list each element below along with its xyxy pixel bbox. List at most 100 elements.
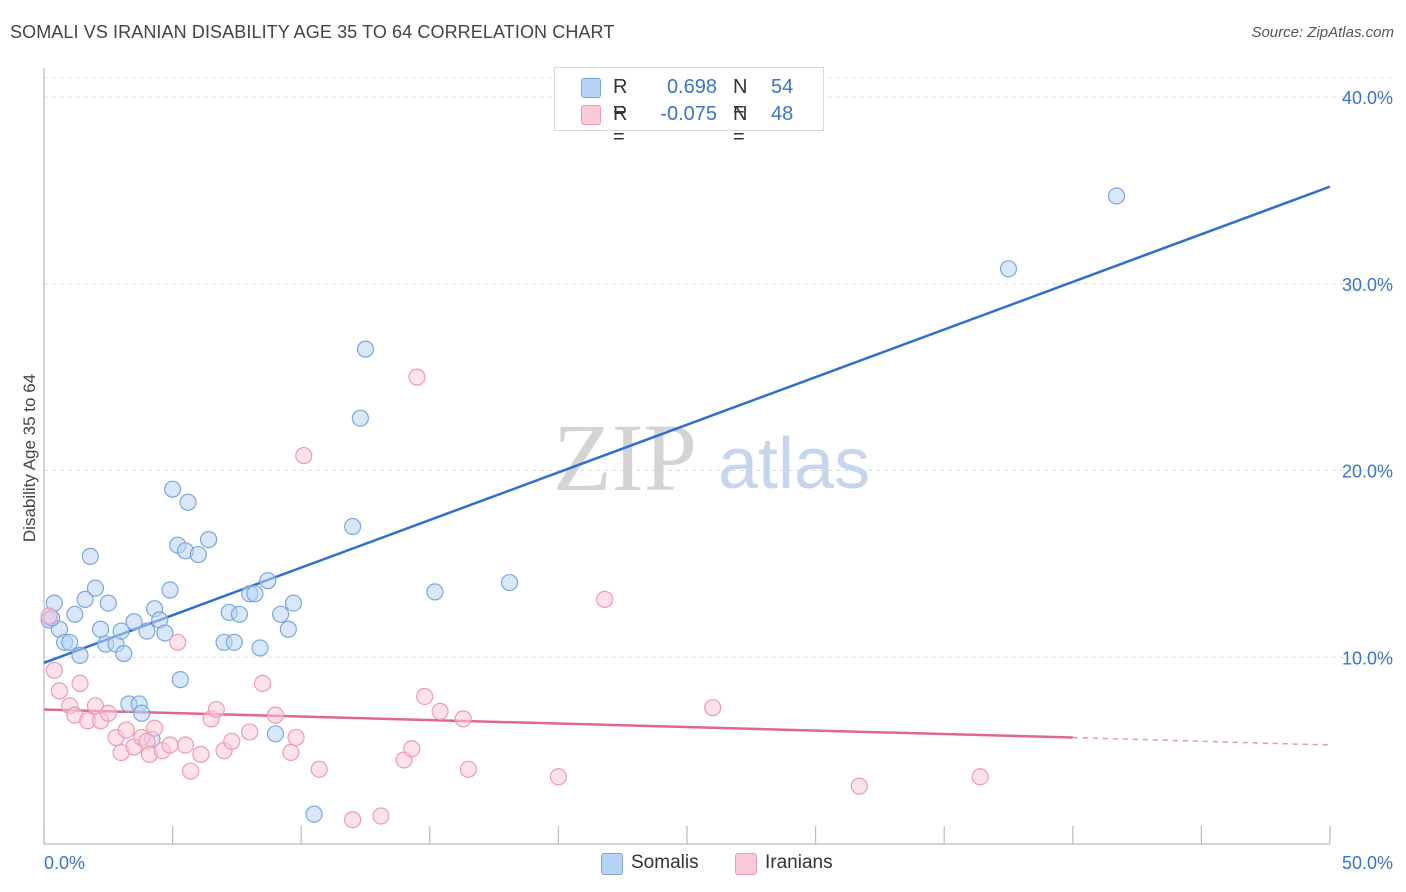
- r-value: 0.698: [666, 76, 717, 98]
- point-somalis: [164, 480, 182, 498]
- point-iranians: [287, 728, 305, 747]
- point-iranians: [99, 704, 117, 722]
- point-somalis: [81, 547, 99, 566]
- point-somalis: [161, 581, 179, 599]
- point-iranians: [182, 762, 200, 780]
- point-somalis: [171, 671, 189, 689]
- watermark-zip: ZIP: [553, 404, 697, 511]
- point-iranians: [596, 590, 614, 608]
- legend-swatch-somalis: [601, 853, 623, 875]
- point-somalis: [200, 530, 218, 549]
- point-iranians: [45, 661, 63, 679]
- point-iranians: [459, 760, 477, 778]
- point-somalis: [230, 605, 249, 623]
- trend-line-iranians: [43, 708, 1073, 739]
- grid-lines: [44, 77, 1395, 658]
- watermark: ZIP atlas: [553, 404, 870, 511]
- point-iranians: [176, 736, 195, 754]
- y-tick-labels: 10.0% 20.0% 30.0% 40.0%: [1342, 88, 1393, 668]
- point-somalis: [71, 646, 89, 664]
- y-tick-label: 20.0%: [1342, 462, 1393, 482]
- point-iranians: [454, 710, 472, 728]
- r-label: R =: [613, 76, 628, 121]
- data-points: [40, 187, 1126, 829]
- point-somalis: [259, 572, 277, 590]
- point-somalis: [91, 620, 110, 638]
- point-somalis: [305, 805, 323, 823]
- point-somalis: [133, 704, 151, 722]
- point-somalis: [189, 545, 207, 564]
- series-legend: Somalis Iranians: [0, 852, 1406, 878]
- point-iranians: [704, 699, 722, 717]
- point-somalis: [999, 260, 1018, 278]
- trend-line-dashed-iranians: [1072, 736, 1331, 746]
- watermark-atlas: atlas: [718, 424, 870, 504]
- point-somalis: [61, 633, 79, 651]
- legend-label-iranians: Iranians: [765, 852, 833, 873]
- x-tick-labels: 0.0% 50.0%: [44, 853, 1393, 873]
- point-somalis: [279, 620, 297, 638]
- point-iranians: [192, 745, 210, 763]
- point-somalis: [356, 340, 375, 358]
- point-iranians: [241, 723, 259, 741]
- y-axis-label: Disability Age 35 to 64: [20, 374, 39, 542]
- point-iranians: [431, 702, 449, 721]
- y-tick-label: 10.0%: [1342, 648, 1393, 668]
- point-iranians: [372, 807, 390, 825]
- point-iranians: [145, 719, 164, 737]
- point-iranians: [207, 700, 225, 719]
- point-somalis: [272, 605, 290, 623]
- point-iranians: [266, 706, 285, 724]
- n-value: 48: [771, 103, 794, 125]
- point-somalis: [125, 613, 143, 631]
- n-value: 54: [771, 76, 794, 98]
- point-iranians: [161, 736, 179, 754]
- point-iranians: [282, 743, 300, 762]
- point-somalis: [156, 624, 174, 642]
- point-iranians: [344, 811, 362, 829]
- point-somalis: [99, 594, 117, 612]
- point-iranians: [86, 697, 105, 715]
- point-iranians: [71, 674, 89, 692]
- point-somalis: [284, 594, 303, 612]
- point-iranians: [50, 682, 69, 700]
- point-somalis: [225, 633, 243, 651]
- point-somalis: [86, 579, 105, 597]
- point-somalis: [266, 725, 285, 743]
- x-tick-label: 50.0%: [1342, 853, 1393, 873]
- point-iranians: [223, 732, 241, 750]
- n-label: N =: [733, 76, 748, 121]
- point-iranians: [117, 721, 135, 739]
- x-tick-label: 0.0%: [44, 853, 85, 873]
- axes: [43, 68, 1331, 845]
- point-iranians: [416, 687, 434, 706]
- legend-swatch-iranians: [581, 105, 601, 125]
- r-label: R =: [613, 103, 628, 148]
- point-somalis: [76, 590, 94, 608]
- point-iranians: [549, 768, 568, 786]
- point-somalis: [66, 605, 84, 623]
- legend-label-somalis: Somalis: [631, 852, 699, 873]
- point-somalis: [344, 517, 362, 536]
- point-somalis: [500, 573, 519, 592]
- point-iranians: [850, 777, 868, 795]
- n-label: N =: [733, 103, 748, 148]
- point-iranians: [310, 760, 328, 778]
- point-iranians: [403, 740, 421, 758]
- point-iranians: [295, 446, 313, 465]
- point-somalis: [251, 639, 269, 657]
- point-somalis: [426, 583, 444, 601]
- r-value: -0.075: [660, 103, 717, 125]
- y-tick-label: 40.0%: [1342, 88, 1393, 108]
- point-somalis: [138, 622, 156, 640]
- point-iranians: [254, 674, 272, 692]
- point-somalis: [1107, 187, 1126, 205]
- legend-swatch-somalis: [581, 78, 601, 98]
- correlation-legend: R = 0.698 N = 54 R = -0.075 N = 48: [554, 67, 824, 148]
- point-somalis: [246, 585, 264, 603]
- chart-title: SOMALI VS IRANIAN DISABILITY AGE 35 TO 6…: [10, 22, 615, 42]
- point-iranians: [169, 633, 187, 651]
- y-tick-label: 30.0%: [1342, 275, 1393, 295]
- point-somalis: [115, 644, 133, 663]
